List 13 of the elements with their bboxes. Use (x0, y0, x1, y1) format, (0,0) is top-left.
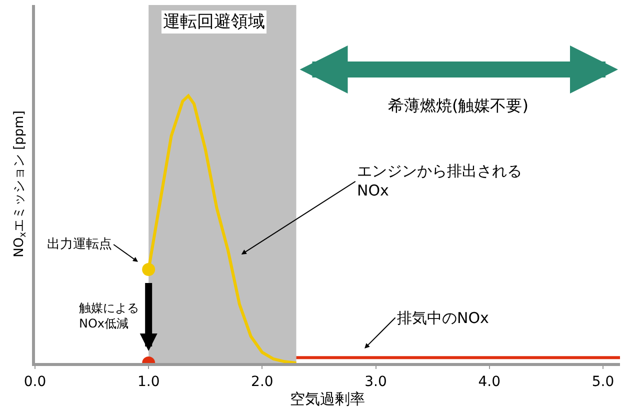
x-tick-label: 2.0 (251, 374, 274, 390)
x-tick-label: 5.0 (592, 374, 614, 390)
x-tick-label: 3.0 (364, 374, 387, 390)
x-axis-title: 空気過剰率 (290, 390, 365, 408)
annotation: 出力運転点 (47, 237, 112, 252)
band-label: 運転回避領域 (163, 12, 265, 32)
annotation: 触媒による NOx低減 (79, 301, 139, 331)
x-tick-label: 4.0 (478, 374, 501, 390)
x-tick-label: 1.0 (137, 374, 160, 390)
annotation: エンジンから排出される NOx (357, 162, 522, 200)
annotation: 排気中のNOx (397, 309, 490, 327)
x-tick-label: 0.0 (24, 374, 46, 390)
annotation: 希薄燃焼(触媒不要) (388, 96, 528, 115)
